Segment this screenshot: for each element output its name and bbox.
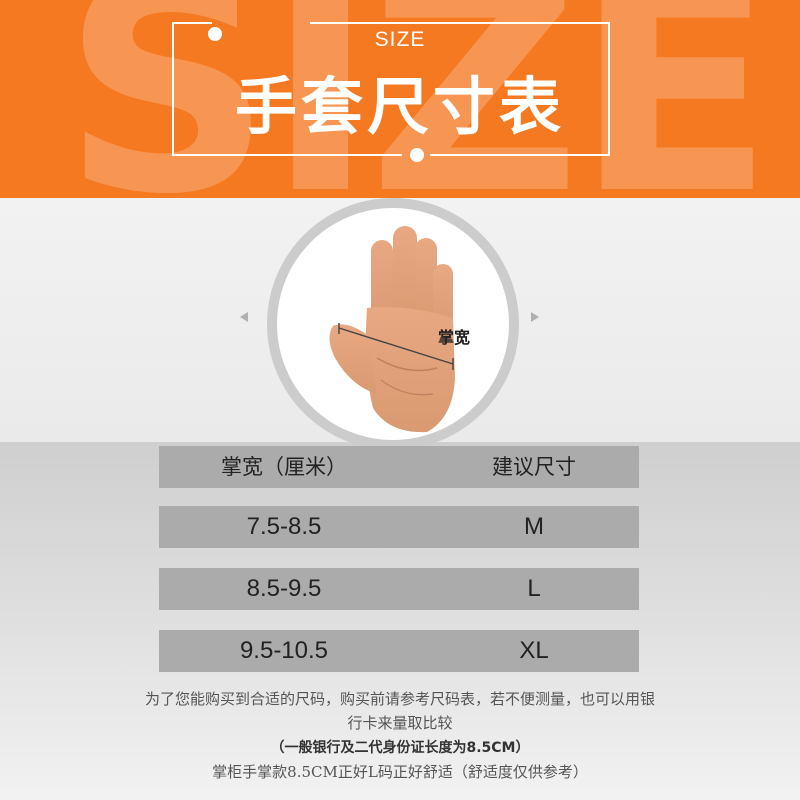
title-frame	[172, 22, 610, 156]
table-row: 7.5-8.5 M	[159, 506, 639, 548]
background-watermark: SIZE	[62, 0, 774, 198]
note-line-3: （一般银行及二代身份证长度为8.5CM）	[270, 740, 530, 756]
hand-photo-frame	[267, 198, 519, 450]
table-cell-range: 9.5-10.5	[239, 637, 329, 664]
frame-dot-bottom	[410, 148, 424, 162]
right-arrow-icon	[531, 312, 539, 322]
table-cell-size: M	[524, 513, 544, 540]
table-cell-range: 7.5-8.5	[246, 513, 322, 540]
table-cell-size: L	[527, 575, 541, 602]
left-arrow-icon	[240, 312, 248, 322]
table-header-palm-width: 掌宽（厘米）	[221, 455, 347, 479]
note-line-4: 掌柜手掌款8.5CM正好L码正好舒适（舒适度仅供参考）	[212, 763, 588, 781]
table-header-row: 掌宽（厘米） 建议尺寸	[159, 446, 639, 488]
header-banner: SIZE SIZE 手套尺寸表	[0, 0, 800, 198]
frame-dot-top	[208, 27, 222, 41]
note-line-1: 为了您能购买到合适的尺码，购买前请参考尺码表，若不便测量，也可以用银	[144, 690, 655, 708]
hand-photo	[277, 208, 509, 440]
table-cell-size: XL	[519, 637, 549, 664]
table-header-size: 建议尺寸	[492, 455, 576, 479]
table-row: 8.5-9.5 L	[159, 568, 639, 610]
table-row: 9.5-10.5 XL	[159, 630, 639, 672]
palm-width-label: 掌宽	[438, 328, 471, 347]
table-area	[0, 442, 800, 800]
page-title: 手套尺寸表	[234, 70, 565, 143]
note-line-2: 行卡来量取比较	[347, 714, 453, 732]
hand-icon	[329, 226, 455, 433]
size-label: SIZE	[374, 28, 426, 51]
table-cell-range: 8.5-9.5	[246, 575, 322, 602]
